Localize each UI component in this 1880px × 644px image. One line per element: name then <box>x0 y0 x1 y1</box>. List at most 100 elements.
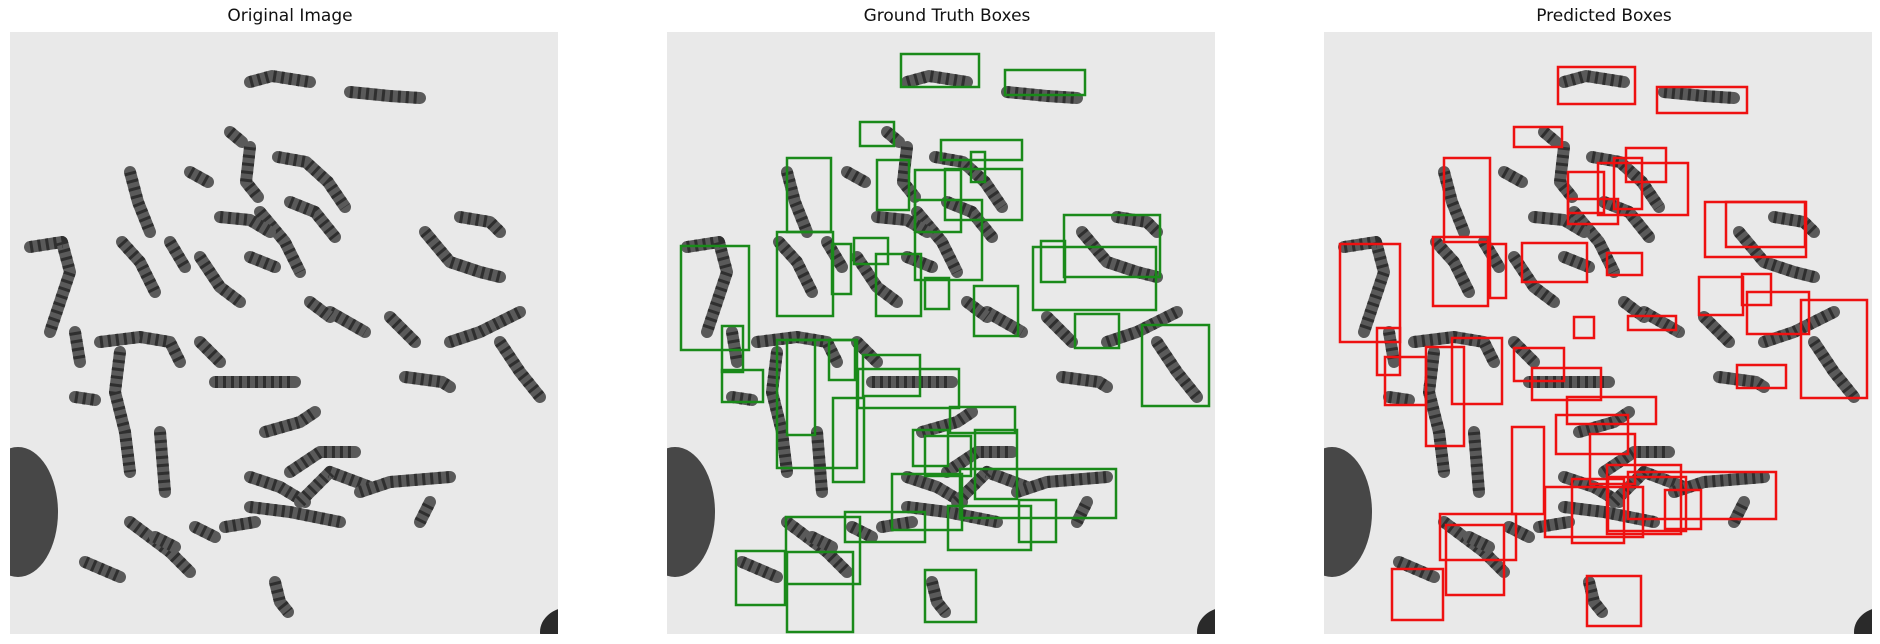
bounding-box <box>1003 68 1087 97</box>
chromosome <box>851 336 883 368</box>
bounding-box <box>1724 200 1807 249</box>
chromosome <box>79 556 126 583</box>
bounding-box <box>1745 290 1811 336</box>
bounding-box <box>1624 146 1668 184</box>
chromosome <box>109 346 136 478</box>
bounding-box <box>1565 395 1658 426</box>
bounding-box <box>720 368 765 404</box>
chromosome-bands <box>154 431 171 493</box>
original-image <box>10 32 558 634</box>
bounding-box <box>1424 345 1466 448</box>
chromosome-bands <box>1538 516 1570 533</box>
chromosome-bands <box>731 391 753 406</box>
chromosome <box>1568 206 1620 278</box>
bounding-box <box>874 252 923 318</box>
chromosome-bands <box>821 238 848 271</box>
chromosome-bands <box>1478 238 1505 271</box>
ground-truth-image <box>667 32 1215 634</box>
chromosome-bands <box>881 516 913 533</box>
chromosome-bands <box>844 166 868 188</box>
chromosome-bands <box>905 471 966 508</box>
bounding-box <box>734 549 787 607</box>
chromosome-bands <box>164 238 191 271</box>
chromosome <box>1583 576 1608 618</box>
chromosome-bands <box>1734 228 1816 283</box>
bounding-box <box>958 467 1118 520</box>
chromosome-bands <box>883 127 903 147</box>
bounding-box <box>1735 363 1788 390</box>
chromosome-bands <box>944 196 997 241</box>
chromosome-bands <box>1466 531 1492 553</box>
bounding-box <box>830 242 853 296</box>
panel-title: Predicted Boxes <box>1536 6 1672 26</box>
bounding-box <box>1431 235 1490 308</box>
bounding-box <box>1570 477 1626 545</box>
bounding-box <box>1566 170 1606 215</box>
bounding-box <box>1375 326 1402 377</box>
nucleus-blob <box>10 447 58 577</box>
chromosome-bands <box>1468 431 1485 493</box>
bounding-box <box>1017 498 1058 544</box>
chromosome-bands <box>1077 228 1159 283</box>
chromosome-bands <box>726 331 743 363</box>
chromosome-bands <box>1809 338 1859 401</box>
bounding-box <box>1543 485 1645 539</box>
chromosome-bands <box>295 466 373 507</box>
bounding-box <box>1510 425 1546 516</box>
bounding-box <box>843 510 927 544</box>
chromosome-bands <box>1042 312 1077 347</box>
chromosome-bands <box>1388 391 1410 406</box>
panel-title: Original Image <box>227 6 353 26</box>
bounding-box <box>1390 567 1445 622</box>
bounding-box <box>1556 65 1637 106</box>
chromosome <box>1558 251 1595 273</box>
chromosome-bands <box>876 211 931 238</box>
chromosome-bands <box>1699 312 1734 347</box>
chromosome-bands <box>984 306 1025 338</box>
chromosome-bands <box>448 306 523 348</box>
bounding-box <box>1588 432 1637 486</box>
chromosome <box>304 296 336 323</box>
chromosome-bands <box>1672 471 1765 498</box>
chromosome-bands <box>1773 211 1819 237</box>
bounding-box <box>1520 241 1589 284</box>
chromosome-bands <box>459 211 505 237</box>
chromosome <box>901 251 938 273</box>
chromosome-bands <box>192 521 218 543</box>
bounding-box <box>1566 197 1620 226</box>
chromosome-bands <box>952 466 1030 507</box>
chromosome <box>926 576 951 618</box>
chromosome-bands <box>358 471 451 498</box>
chromosome-bands <box>263 407 319 438</box>
bounding-box <box>939 138 1024 162</box>
chromosome-bands <box>124 170 156 235</box>
bounding-box <box>1512 346 1566 383</box>
chromosome-bands <box>1663 86 1735 104</box>
chromosome <box>1713 371 1770 393</box>
chromosome <box>269 576 294 618</box>
chromosome-bands <box>897 146 920 201</box>
bounding-box <box>972 284 1020 338</box>
chromosome-bands <box>414 499 436 525</box>
chromosome <box>244 251 281 273</box>
bounding-box <box>969 150 987 184</box>
chromosome-bands <box>783 517 852 577</box>
chromosome-bands <box>219 211 274 238</box>
chromosome-bands <box>224 516 256 533</box>
chromosome-bands <box>1071 499 1093 525</box>
chromosome-bands <box>74 391 96 406</box>
chromosome <box>399 371 456 393</box>
panel-title: Ground Truth Boxes <box>863 6 1031 26</box>
chromosome-bands <box>1728 499 1750 525</box>
chromosome <box>284 446 361 478</box>
chromosome-bands <box>1438 170 1470 235</box>
chromosome <box>961 296 993 323</box>
chromosome-bands <box>686 236 733 334</box>
bounding-box <box>1488 242 1508 300</box>
bounding-box <box>923 568 978 624</box>
chromosome-bands <box>126 517 195 577</box>
chromosome-bands <box>1641 306 1682 338</box>
corner-blob <box>1854 609 1872 634</box>
chromosome <box>254 206 306 278</box>
bounding-box <box>943 167 1024 222</box>
